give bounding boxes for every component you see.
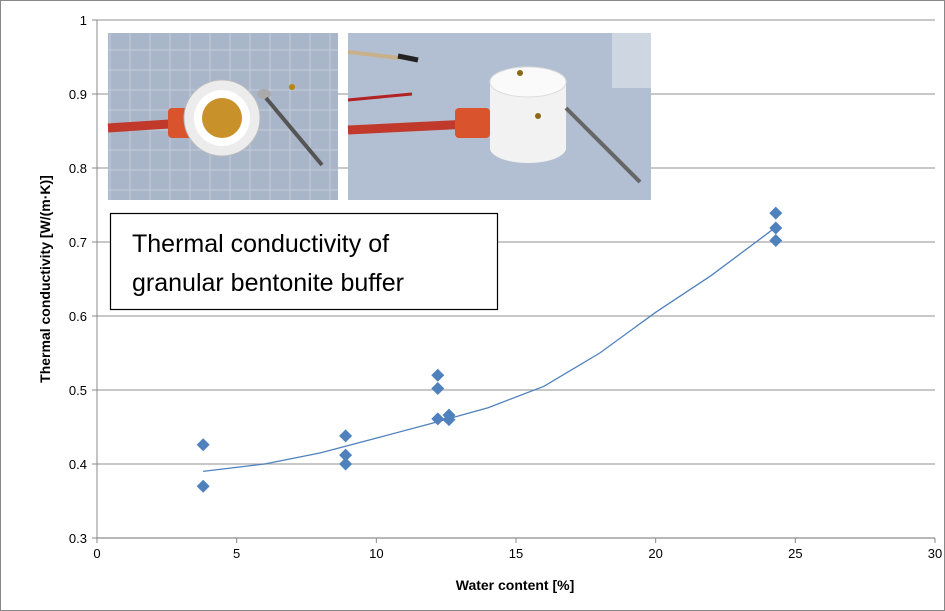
photo [108,33,338,200]
photo [348,33,651,200]
y-tick-label: 0.5 [69,383,87,398]
y-tick-label: 0.4 [69,457,87,472]
x-tick-label: 30 [928,546,942,561]
chart: 0.30.40.50.60.70.80.91051015202530 Therm… [0,0,945,611]
x-tick-label: 0 [93,546,100,561]
y-tick-label: 0.9 [69,87,87,102]
annotation: granular bentonite buffer [132,269,404,297]
x-tick-label: 5 [233,546,240,561]
x-tick-label: 15 [509,546,523,561]
y-axis-title: Thermal conductivity [W/(m·K)] [37,175,53,383]
y-tick-label: 1 [80,13,87,28]
x-tick-label: 20 [648,546,662,561]
y-tick-label: 0.6 [69,309,87,324]
y-tick-label: 0.7 [69,235,87,250]
annotation: Thermal conductivity of [132,230,389,258]
x-tick-label: 10 [369,546,383,561]
x-axis-title: Water content [%] [456,577,574,593]
x-tick-label: 25 [788,546,802,561]
y-tick-label: 0.3 [69,531,87,546]
y-tick-label: 0.8 [69,161,87,176]
